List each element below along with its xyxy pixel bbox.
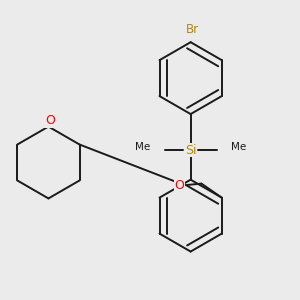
Text: Si: Si	[185, 143, 197, 157]
Text: O: O	[175, 179, 184, 192]
Text: Me: Me	[135, 142, 150, 152]
Text: Br: Br	[186, 23, 199, 36]
Text: Me: Me	[231, 142, 247, 152]
Text: O: O	[45, 114, 55, 128]
